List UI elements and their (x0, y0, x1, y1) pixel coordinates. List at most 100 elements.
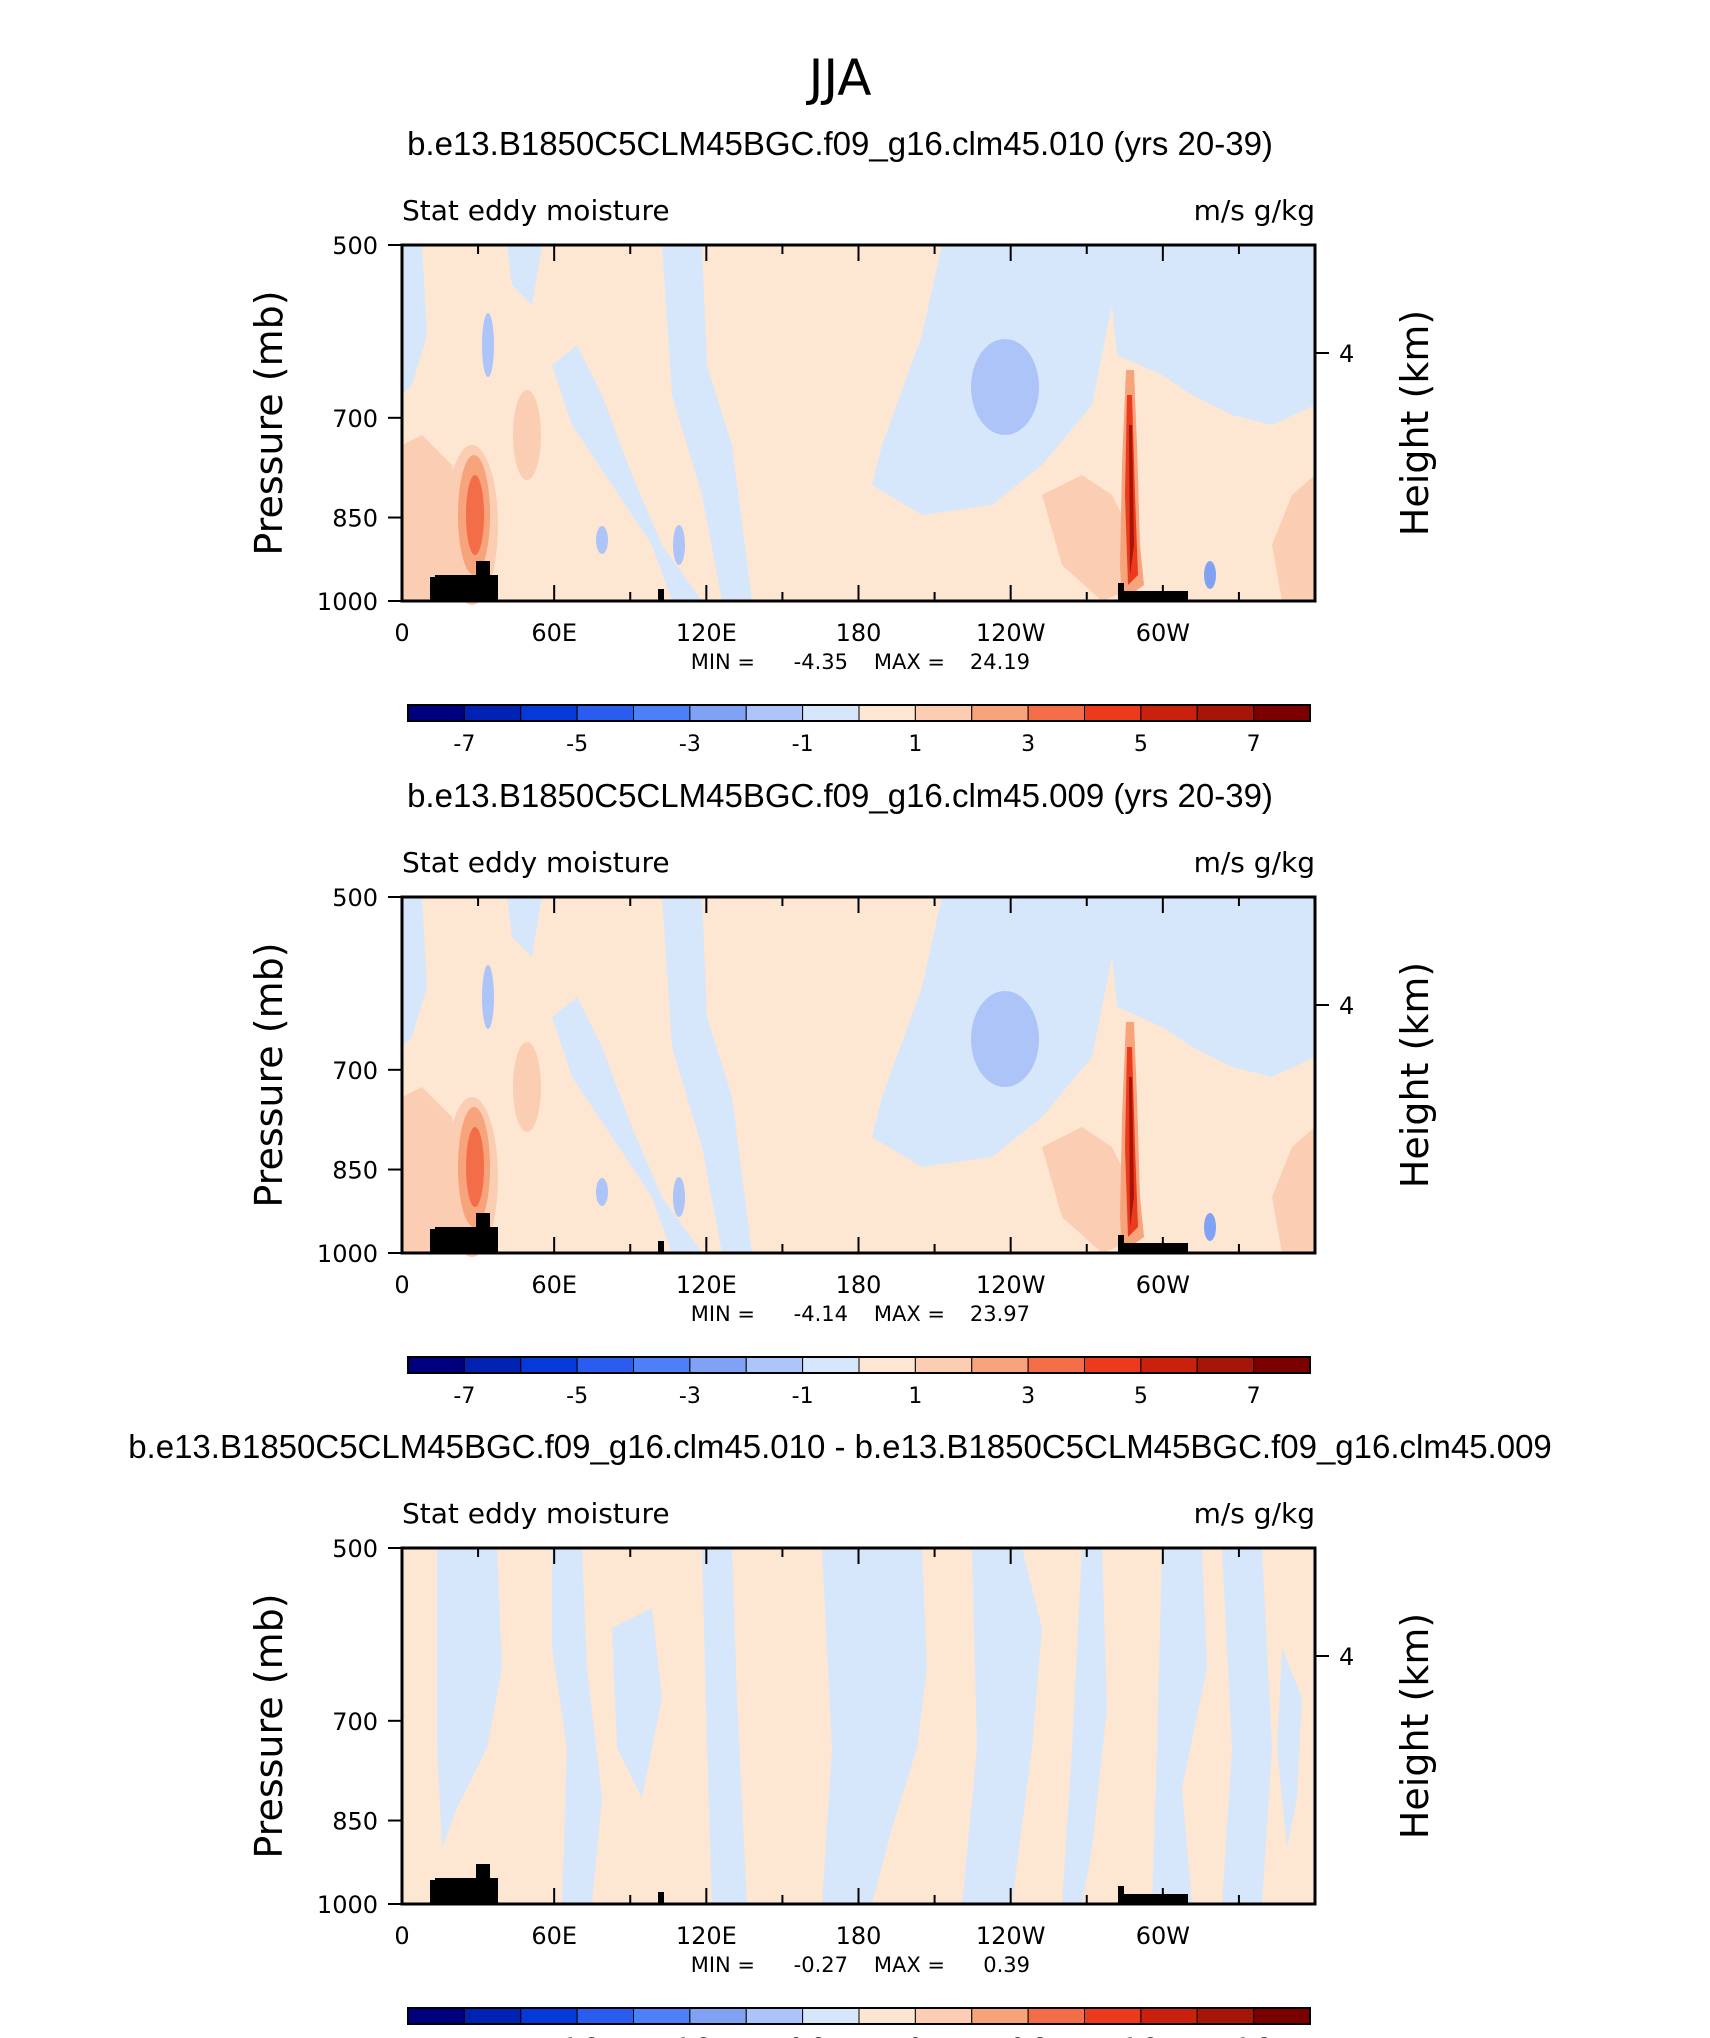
x-tick-label: 120E (676, 1922, 737, 1950)
topography-mask (658, 1241, 664, 1253)
colorbar-swatch (858, 704, 916, 722)
colorbar-swatch (407, 704, 465, 722)
contour-region (971, 991, 1039, 1087)
colorbar-label: 3 (1021, 732, 1035, 757)
contour-region (1129, 425, 1134, 575)
contour-region (552, 997, 702, 1253)
min-label: MIN = (691, 1302, 755, 1326)
y-tick-label: 500 (332, 232, 378, 260)
contour-region (971, 339, 1039, 435)
colorbar-swatch (914, 1356, 973, 1374)
y-tick-label: 850 (332, 1157, 378, 1185)
y-right-axis-title: Height (km) (1393, 962, 1437, 1188)
contour-region (437, 1548, 502, 1848)
colorbar-swatch (576, 2007, 634, 2025)
colorbar-swatch (1084, 1356, 1142, 1374)
colorbar-swatch (520, 704, 578, 722)
units-label: m/s g/kg (1194, 194, 1315, 227)
min-value: -4.14 (794, 1302, 848, 1326)
contour-region (466, 1127, 484, 1207)
contour-region (822, 1548, 927, 1904)
max-label: MAX = (874, 1302, 945, 1326)
colorbar-label: -1 (792, 732, 814, 757)
colorbar-swatch (576, 1356, 634, 1374)
panel-title: b.e13.B1850C5CLM45BGC.f09_g16.clm45.009 … (407, 777, 1273, 814)
colorbar-label: 1.8 (1236, 2035, 1271, 2038)
colorbar-swatch (1253, 1356, 1311, 1374)
colorbar-swatch (689, 704, 747, 722)
max-label: MAX = (874, 1953, 945, 1977)
colorbar-swatch (1140, 704, 1198, 722)
max-value: 24.19 (970, 650, 1030, 674)
colorbar-label: -7 (453, 732, 475, 757)
colorbar-label: 3 (1021, 1384, 1035, 1409)
colorbar-swatch (463, 2007, 522, 2025)
y-tick-label: 500 (332, 884, 378, 912)
colorbar-swatch (802, 1356, 860, 1374)
colorbar-swatch (914, 2007, 973, 2025)
colorbar-label: 1.2 (1123, 2035, 1158, 2038)
colorbar-label: 0.6 (1011, 2035, 1046, 2038)
colorbar-label: 7 (1247, 732, 1261, 757)
colorbar-swatch (858, 2007, 916, 2025)
topography-mask (430, 561, 498, 601)
y-right-axis-title: Height (km) (1393, 1613, 1437, 1839)
topography-mask (1118, 1886, 1188, 1904)
contour-region (1272, 1127, 1315, 1253)
min-label: MIN = (691, 1953, 755, 1977)
colorbar-frame (407, 1356, 1311, 1374)
x-tick-label: 120W (976, 1922, 1046, 1950)
colorbar-swatch (1027, 1356, 1085, 1374)
colorbar-swatch (1196, 1356, 1255, 1374)
colorbar-swatch (745, 1356, 804, 1374)
panel-title: b.e13.B1850C5CLM45BGC.f09_g16.clm45.010 … (128, 1428, 1552, 1465)
y-tick-label: 1000 (317, 1240, 378, 1268)
colorbar-swatch (802, 2007, 860, 2025)
colorbar-swatch (633, 704, 691, 722)
contour-region (482, 313, 494, 377)
x-tick-label: 60W (1136, 1922, 1190, 1950)
x-tick-label: 180 (836, 619, 882, 647)
contour-region (513, 1042, 541, 1132)
field-label: Stat eddy moisture (402, 1497, 670, 1530)
contour-region (402, 897, 427, 1047)
max-label: MAX = (874, 650, 945, 674)
colorbar-swatch (914, 704, 973, 722)
contour-region (1129, 1077, 1134, 1227)
topography-mask (430, 1213, 498, 1253)
colorbar-swatch (1253, 704, 1311, 722)
topography-mask (658, 1892, 664, 1904)
y-tick-label: 700 (332, 1057, 378, 1085)
colorbar-swatch (1140, 1356, 1198, 1374)
panels: b.e13.B1850C5CLM45BGC.f09_g16.clm45.010 … (128, 125, 1552, 2038)
x-tick-label: 120E (676, 619, 737, 647)
topography-mask (658, 589, 664, 601)
y-right-axis-title: Height (km) (1393, 310, 1437, 536)
colorbar-label: -5 (566, 732, 588, 757)
x-tick-label: 60W (1136, 619, 1190, 647)
colorbar-swatch (745, 704, 804, 722)
colorbar-swatch (1196, 2007, 1255, 2025)
contour-region (1222, 1548, 1272, 1904)
panel-3: b.e13.B1850C5CLM45BGC.f09_g16.clm45.010 … (128, 1428, 1552, 2038)
colorbar: -7 -5 -3 -1 1 3 5 7 (407, 704, 1311, 757)
contour-region (673, 1177, 685, 1217)
contour-region (596, 526, 608, 554)
contour-region (402, 245, 427, 395)
colorbar: -7 -5 -3 -1 1 3 5 7 (407, 1356, 1311, 1409)
field-label: Stat eddy moisture (402, 194, 670, 227)
topography-mask (430, 1864, 498, 1904)
x-tick-label: 60E (531, 1271, 577, 1299)
colorbar-label: -0.6 (781, 2035, 824, 2038)
contour-region (513, 390, 541, 480)
x-tick-label: 60E (531, 1922, 577, 1950)
y-axis-title: Pressure (mb) (247, 1593, 291, 1858)
contour-region (402, 1087, 462, 1253)
contour-region (466, 475, 484, 555)
contour-field (402, 897, 1315, 1257)
colorbar-label: 5 (1134, 1384, 1148, 1409)
y-tick-label: 850 (332, 505, 378, 533)
contour-region (662, 897, 752, 1253)
y-right-tick-label: 4 (1339, 992, 1354, 1020)
